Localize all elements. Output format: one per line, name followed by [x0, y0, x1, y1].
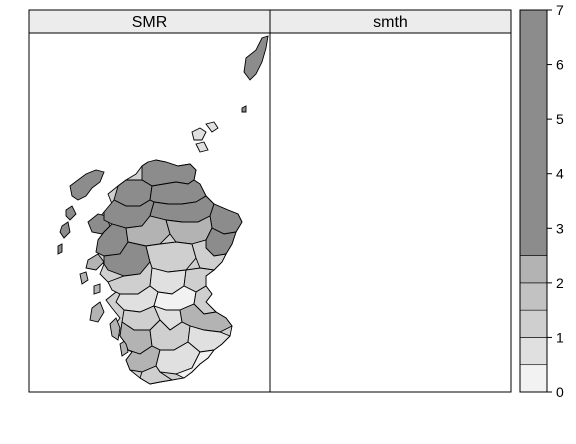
color-key-bin: [519, 255, 548, 284]
color-key-tick-label: 3: [556, 220, 564, 236]
color-key-bin: [519, 309, 548, 338]
color-key-bin: [519, 9, 548, 256]
color-key-tick-label: 2: [556, 275, 564, 291]
color-key-tick-label: 4: [556, 166, 564, 182]
color-key-tick-label: 7: [556, 2, 564, 18]
panel-smth: [269, 32, 512, 393]
color-key-tick-label: 5: [556, 111, 564, 127]
color-key-bin: [519, 337, 548, 366]
color-key-tick-label: 6: [556, 57, 564, 73]
color-key-frame: [519, 9, 548, 393]
strip-title-smr: SMR: [132, 14, 168, 31]
color-key-tick-label: 0: [556, 384, 564, 400]
color-key-bin: [519, 282, 548, 311]
color-key-tick-label: 1: [556, 329, 564, 345]
color-key: 0 1 2 3 4 5 6 7: [519, 2, 564, 400]
color-key-bin: [519, 364, 548, 393]
strip-title-smth: smth: [373, 14, 408, 31]
